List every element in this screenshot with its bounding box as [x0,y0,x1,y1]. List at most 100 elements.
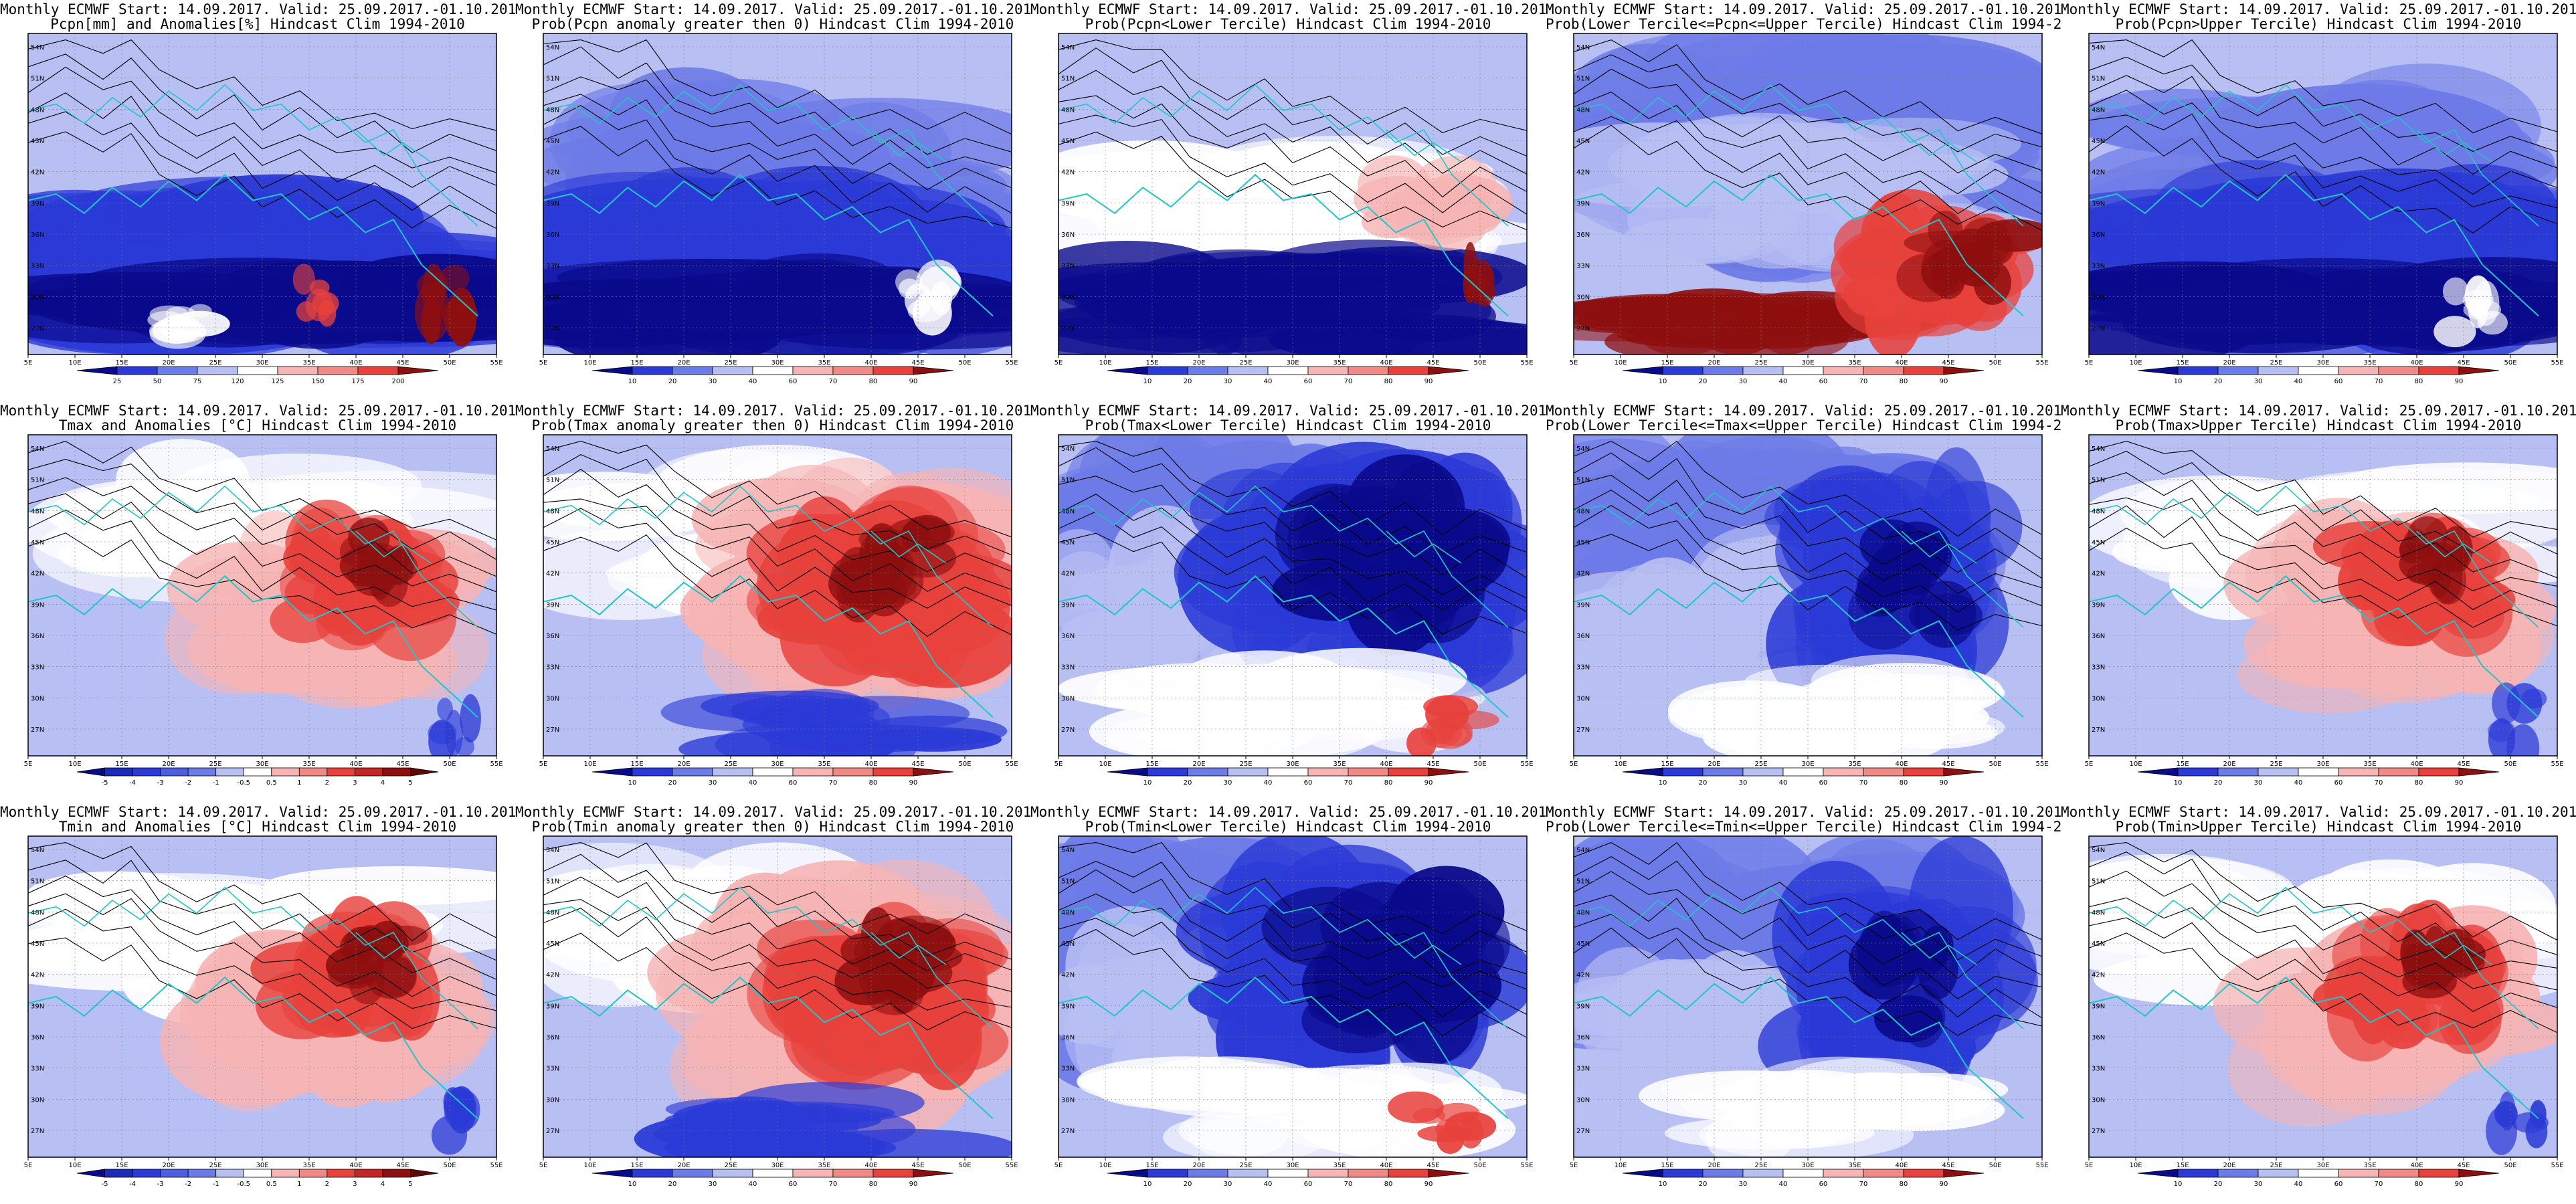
lon-tick-label: 30E [256,359,268,367]
lat-tick-label: 51N [1061,76,1075,83]
lon-tick-label: 40E [349,761,362,768]
lat-tick-label: 30N [31,1096,44,1104]
lat-tick-label: 51N [31,477,44,484]
lat-tick-label: 33N [1061,263,1075,270]
map-canvas: 54N 51N 48N 45N 42N 39N 36N 33N 30N 27N 5E 10E 15E 20… [24,33,503,385]
contour-line [1574,54,2042,153]
lon-tick-label: 35E [1848,1162,1861,1169]
coastline [543,485,994,628]
lon-tick-label: 15E [1145,359,1158,367]
colorbar: 10 20 30 40 60 70 80 90 [2137,767,2500,787]
lon-tick-label: 20E [1708,1162,1720,1169]
lat-tick-label: 39N [546,1003,559,1010]
map-panel: Monthly ECMWF Start: 14.09.2017. Valid: … [1546,803,2061,1204]
colorbar-tick-label: 80 [2415,378,2423,385]
shaded-field [2089,435,2557,756]
colorbar-tick-label: 80 [1900,779,1908,787]
map-canvas: 54N 51N 48N 45N 42N 39N 36N 33N 30N 27N 5E 10E 15E 20… [1054,434,1534,787]
colorbar-tick-label: 80 [869,779,878,787]
lon-tick-label: 5E [24,1162,33,1169]
colorbar-tick-label: 20 [1699,779,1708,787]
colorbar-tick-label: 60 [1819,378,1828,385]
colorbar-tick-label: 40 [749,378,757,385]
lon-tick-label: 5E [2085,359,2094,367]
lat-tick-label: 36N [31,231,44,239]
lon-tick-label: 5E [1054,761,1063,768]
lon-tick-label: 55E [490,761,502,768]
coastline [1059,84,1509,227]
lon-tick-label: 20E [2223,761,2235,768]
map-canvas: 54N 51N 48N 45N 42N 39N 36N 33N 30N 27N 5E 10E 15E 20… [539,835,1018,1188]
colorbar-tick-label: 70 [2375,378,2383,385]
lon-tick-label: 45E [1942,359,1954,367]
map-frame [1573,33,2043,355]
contour-line [28,493,496,593]
border-line [870,129,947,163]
lat-tick-label: 48N [31,106,44,114]
lat-tick-label: 36N [1576,1034,1590,1041]
colorbar-tick-label: 2 [325,779,329,787]
lat-tick-label: 54N [1576,847,1590,854]
coastline [2089,886,2539,1029]
lat-tick-label: 27N [31,325,44,332]
lat-tick-label: 51N [31,878,44,886]
lat-tick-label: 54N [2092,445,2105,453]
lon-tick-label: 40E [2410,761,2423,768]
colorbar-tick-label: 40 [749,779,757,787]
panel-subtitle: Prob(Pcpn<Lower Tercile) Hindcast Clim 1… [1085,16,1491,32]
lat-tick-label: 39N [1576,1003,1590,1010]
colorbar-tick-label: 40 [1264,378,1273,385]
lat-tick-label: 39N [1576,601,1590,609]
lon-tick-label: 30E [2316,1162,2329,1169]
colorbar-tick-label: 30 [2254,378,2263,385]
colorbar-tick-label: 80 [2415,1181,2423,1188]
lat-tick-label: 39N [1061,200,1075,207]
panel-title: Monthly ECMWF Start: 14.09.2017. Valid: … [2061,1,2576,17]
colorbar-tick-label: 20 [668,378,677,385]
lat-tick-label: 27N [1061,726,1075,734]
lat-tick-label: 39N [546,601,559,609]
lat-tick-label: 27N [546,325,559,332]
contour-line [28,111,496,215]
lat-tick-label: 51N [2092,76,2105,83]
lon-tick-label: 30E [256,761,268,768]
lon-tick-label: 20E [162,359,175,367]
lat-tick-label: 42N [31,972,44,979]
lat-tick-label: 36N [1061,231,1075,239]
contour-line [1059,918,1527,1018]
colorbar-tick-label: 200 [391,378,404,385]
colorbar-tick-label: 40 [2294,1181,2303,1188]
lon-tick-label: 45E [1942,761,1954,768]
panel-subtitle: Prob(Lower Tercile<=Tmin<=Upper Tercile)… [1546,819,2061,835]
contour-line [1574,474,2042,579]
panel-title: Monthly ECMWF Start: 14.09.2017. Valid: … [515,403,1030,419]
colorbar-tick-label: 60 [2334,779,2343,787]
lon-tick-label: 35E [818,1162,830,1169]
colorbar-tick-label: 30 [1739,1181,1748,1188]
lon-tick-label: 50E [2504,761,2516,768]
lon-tick-label: 35E [302,1162,315,1169]
panel-subtitle: Tmin and Anomalies [°C] Hindcast Clim 19… [58,819,457,835]
contour-line [1059,39,1527,134]
colorbar-tick-label: 40 [1264,1181,1273,1188]
contour-line [543,76,1012,169]
border-line [1386,129,1462,163]
contour-line [2089,441,2557,538]
lon-tick-label: 30E [771,1162,784,1169]
lat-tick-label: 42N [1576,972,1590,979]
lat-tick-label: 36N [1061,1034,1075,1041]
map-canvas: 54N 51N 48N 45N 42N 39N 36N 33N 30N 27N 5E 10E 15E 20… [2085,835,2564,1188]
lon-tick-label: 35E [1848,761,1861,768]
lat-tick-label: 45N [1061,539,1075,546]
lat-tick-label: 42N [2092,571,2105,578]
contour-line [1574,452,2042,560]
colorbar-tick-label: 90 [909,378,918,385]
lat-tick-label: 39N [31,601,44,609]
colorbar-tick-label: 10 [628,1181,637,1188]
lat-tick-label: 45N [2092,940,2105,948]
lat-tick-label: 30N [1576,695,1590,702]
lon-tick-label: 5E [1570,1162,1578,1169]
lon-tick-label: 50E [1473,359,1486,367]
colorbar-tick-label: 30 [1224,1181,1232,1188]
lat-tick-label: 30N [546,294,559,301]
